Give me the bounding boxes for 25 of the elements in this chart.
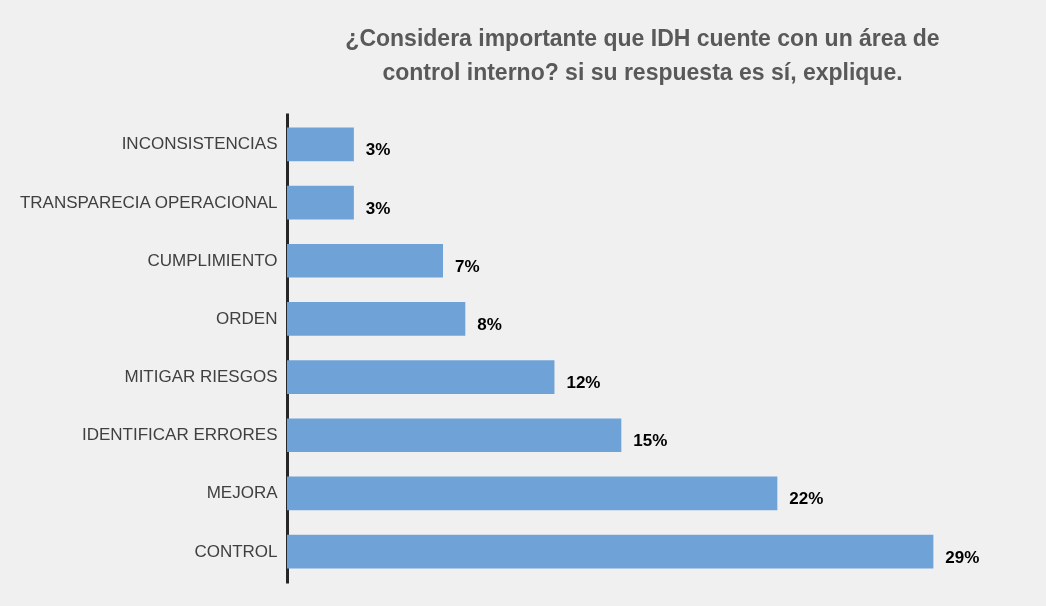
y-tick-label: CONTROL bbox=[194, 541, 278, 561]
data-label: 8% bbox=[477, 314, 502, 334]
data-label: 3% bbox=[365, 198, 391, 218]
y-tick-label: IDENTIFICAR ERRORES bbox=[81, 425, 278, 445]
data-label: 29% bbox=[945, 547, 980, 567]
data-label: 12% bbox=[566, 373, 601, 393]
y-tick-label: CUMPLIMIENTO bbox=[147, 250, 278, 270]
bar bbox=[287, 185, 354, 220]
data-label: 7% bbox=[455, 256, 480, 276]
y-tick-label: TRANSPARECIA OPERACIONAL bbox=[19, 192, 278, 212]
bar bbox=[287, 302, 466, 336]
bar bbox=[287, 534, 934, 569]
bar bbox=[287, 243, 444, 278]
bar bbox=[287, 360, 555, 394]
y-tick-label: MEJORA bbox=[206, 483, 279, 503]
y-tick-label: INCONSISTENCIAS bbox=[121, 134, 278, 154]
data-label: 3% bbox=[365, 140, 391, 160]
data-label: 22% bbox=[789, 489, 824, 509]
y-tick-label: ORDEN bbox=[216, 308, 278, 328]
bar bbox=[287, 476, 778, 511]
bar bbox=[287, 127, 354, 162]
bar bbox=[287, 418, 622, 453]
chart-title: ¿Considera importante que IDH cuente con un área de control interno? si su respuesta es sí, explique. bbox=[345, 25, 940, 85]
y-tick-label: MITIGAR RIESGOS bbox=[124, 367, 278, 387]
data-label: 15% bbox=[633, 431, 668, 451]
